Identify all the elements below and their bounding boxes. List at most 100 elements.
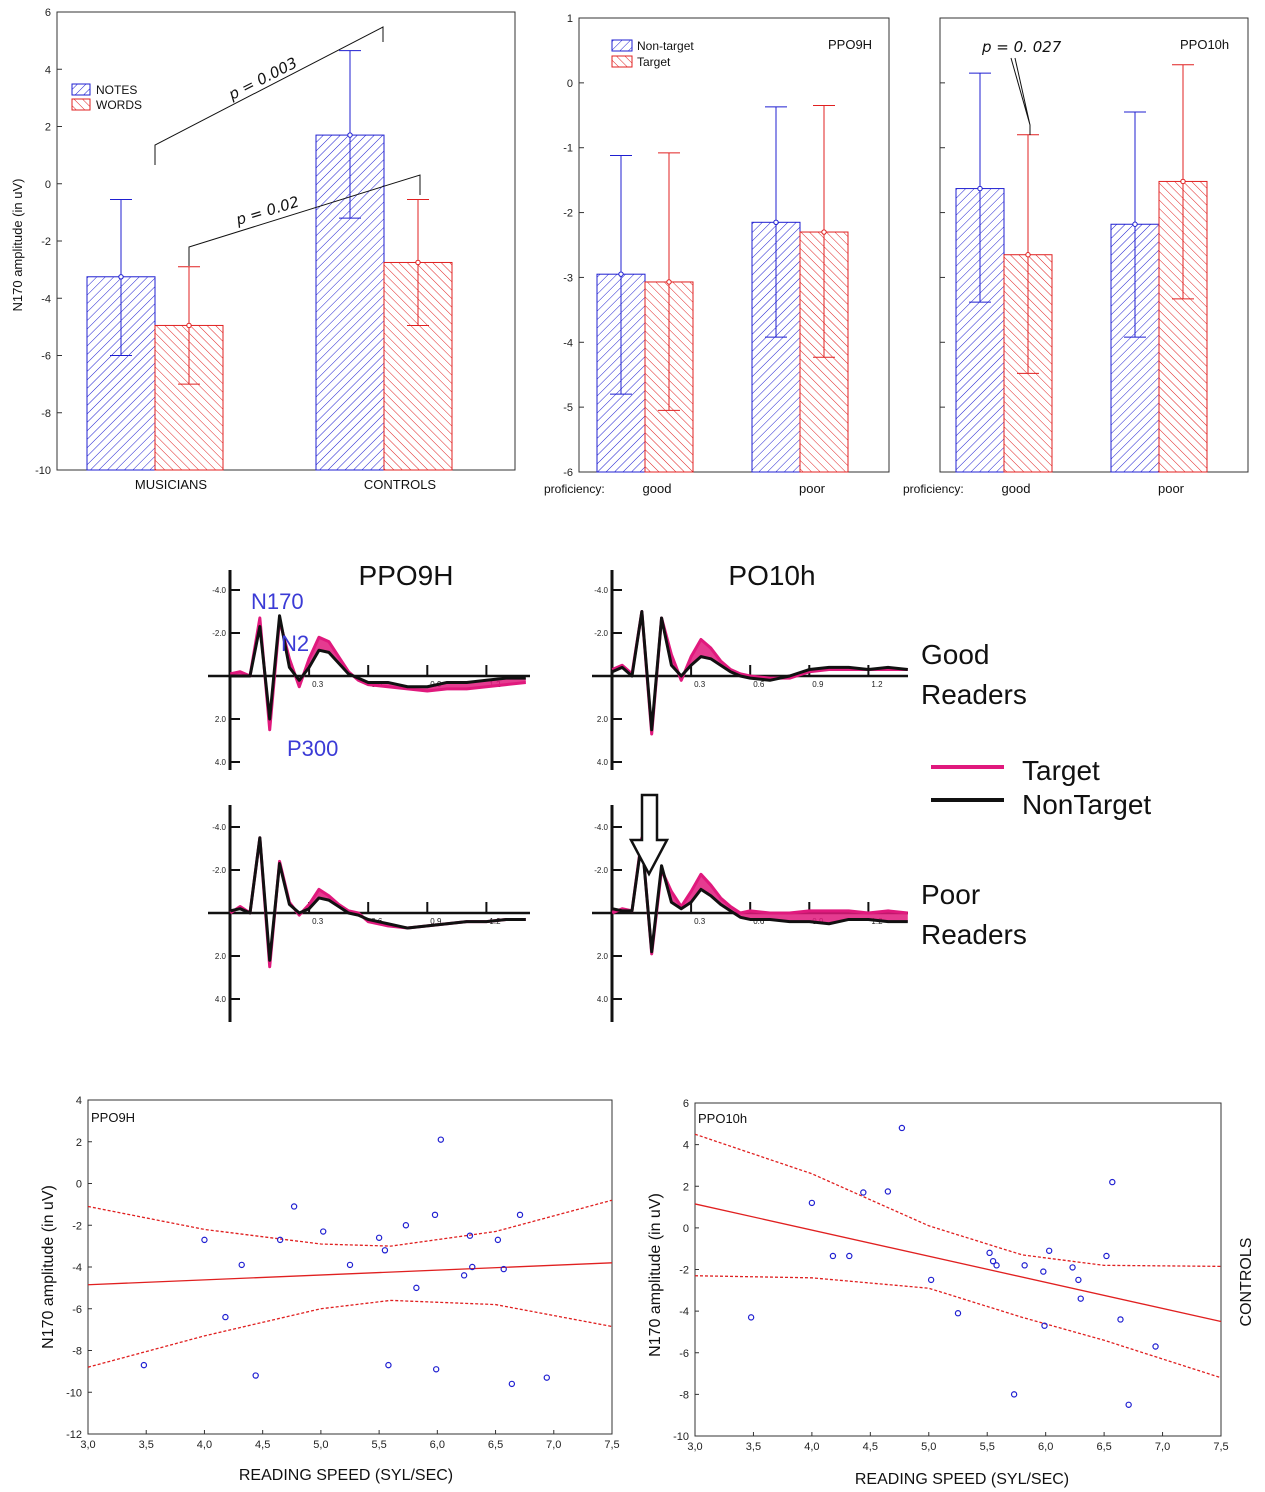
chart-b-panel-label: PPO9H	[828, 37, 872, 52]
mean-marker	[1180, 178, 1186, 185]
erp-nontarget-line	[611, 610, 908, 732]
y-tick-label: -12	[66, 1429, 82, 1441]
x-tick-label: 3,5	[139, 1439, 154, 1451]
erp-y-tick-label: 2.0	[597, 715, 609, 724]
y-tick-label: -2	[41, 236, 51, 248]
erp-y-tick-label: 4.0	[215, 758, 227, 767]
annotation-p002: p = 0.02	[233, 193, 301, 230]
mean-marker	[118, 274, 124, 280]
legend-label-words: WORDS	[96, 98, 142, 112]
y-tick-label: -8	[72, 1346, 82, 1358]
x-tick-label: 7,5	[1213, 1441, 1228, 1453]
data-point	[1021, 1262, 1028, 1269]
data-point	[437, 1136, 445, 1143]
data-point	[1152, 1343, 1159, 1350]
erp-y-tick-label: -4.0	[212, 586, 226, 595]
erp-x-tick-label: 0.3	[694, 917, 706, 926]
y-tick-label: 6	[45, 7, 51, 19]
y-tick-label: -2	[679, 1265, 689, 1277]
data-point	[466, 1232, 474, 1239]
legend-swatch-target	[611, 55, 633, 68]
y-tick-label: 1	[567, 13, 573, 25]
data-point	[469, 1263, 476, 1271]
y-tick-label: -5	[563, 402, 573, 414]
erp-column-title-po10h: PO10h	[728, 560, 815, 591]
mean-marker	[347, 132, 353, 138]
scatter-ppo10h-side-label: CONTROLS	[1238, 1238, 1255, 1327]
erp-y-tick-label: 2.0	[597, 952, 609, 961]
erp-nontarget-line	[229, 836, 526, 962]
data-point	[1103, 1252, 1110, 1260]
data-point	[346, 1261, 354, 1269]
legend-label-nontarget: Non-target	[637, 39, 694, 53]
x-tick-label: 6,5	[1096, 1441, 1111, 1453]
data-point	[986, 1249, 993, 1257]
scatter-ppo9h-plot	[87, 1136, 613, 1388]
data-point	[860, 1189, 867, 1196]
data-point	[808, 1199, 816, 1207]
mean-marker	[666, 279, 672, 285]
legend-swatch-notes	[71, 83, 91, 96]
mean-marker	[821, 229, 827, 235]
confidence-band-lower	[87, 1299, 613, 1368]
chart-a-y-axis-label: N170 amplitude (in uV)	[10, 179, 25, 312]
x-tick-label: 3,0	[687, 1441, 702, 1453]
y-tick-label: -10	[673, 1431, 689, 1443]
y-tick-label: 2	[45, 122, 51, 134]
data-point	[747, 1314, 755, 1321]
chart-c-y-ticks	[940, 17, 945, 473]
erp-y-tick-label: -2.0	[594, 866, 608, 875]
chart-c-category-poor: poor	[1158, 481, 1185, 496]
regression-line	[694, 1203, 1222, 1323]
row-label-poor-2: Readers	[921, 919, 1027, 950]
erp-panel-2: -4.0-2.02.04.00.30.60.91.2	[208, 805, 530, 1022]
chart-a-y-ticks: 6 4 2 0 -2 -4 -6 -8 -10	[35, 7, 62, 477]
chart-c-bars	[955, 64, 1208, 473]
erp-y-tick-label: -4.0	[594, 823, 608, 832]
y-tick-label: -2	[72, 1220, 82, 1232]
data-point	[276, 1236, 284, 1244]
chart-a-category-musicians: MUSICIANS	[135, 477, 208, 492]
y-tick-label: 0	[76, 1179, 82, 1191]
scatter-ppo10h-frame	[694, 1102, 1222, 1437]
data-point	[1075, 1276, 1082, 1284]
mean-marker	[1132, 221, 1138, 227]
mean-marker	[977, 185, 983, 192]
x-tick-label: 4,0	[804, 1441, 819, 1453]
regression-line	[87, 1262, 613, 1286]
erp-x-tick-label: 0.3	[312, 680, 324, 689]
erp-nontarget-line	[611, 838, 908, 954]
data-point	[884, 1188, 892, 1195]
y-tick-label: -4	[563, 337, 573, 349]
scatter-ppo10h-y-label: N170 amplitude (in uV)	[647, 1193, 664, 1357]
chart-c-category-good: good	[1002, 481, 1031, 496]
y-tick-label: -2	[563, 208, 573, 220]
row-label-poor-1: Poor	[921, 879, 980, 910]
scatter-ppo10h-x-label: READING SPEED (SYL/SEC)	[855, 1471, 1069, 1488]
data-point	[927, 1276, 935, 1284]
y-tick-label: 0	[683, 1223, 689, 1235]
scatter-ppo10h: 3,0 3,5 4,0 4,5 5,0 5,5 6,0 6,5 7,0 7,5 6 4 2 0 -2 -4 -6…	[647, 1098, 1255, 1488]
erp-y-tick-label: -2.0	[212, 629, 226, 638]
data-point	[432, 1366, 440, 1373]
y-tick-label: 0	[567, 78, 573, 90]
data-point	[381, 1247, 389, 1254]
y-tick-label: 0	[45, 179, 51, 191]
chart-c-ppo10h-proficiency: PPO10h p = 0. 027 proficiency: good poor	[903, 17, 1249, 496]
data-point	[290, 1203, 298, 1210]
erp-x-tick-label: 0.6	[753, 917, 765, 926]
scatter-ppo10h-panel-label: PPO10h	[698, 1111, 747, 1126]
erp-y-tick-label: 4.0	[597, 758, 609, 767]
erp-y-tick-label: 2.0	[215, 952, 227, 961]
chart-b-axis-prefix: proficiency:	[544, 482, 605, 496]
data-point	[954, 1310, 962, 1317]
component-label-n2: N2	[281, 631, 309, 656]
data-point	[993, 1262, 1000, 1269]
y-tick-label: 4	[683, 1140, 689, 1152]
component-label-n170: N170	[251, 589, 304, 614]
data-point	[846, 1252, 853, 1260]
erp-y-tick-label: -2.0	[594, 629, 608, 638]
scatter-ppo9h: 3,0 3,5 4,0 4,5 5,0 5,5 6,0 6,5 7,0 7,5 4 2 0 -2 -4 -6 -…	[40, 1095, 620, 1484]
data-point	[460, 1272, 468, 1279]
data-point	[385, 1361, 392, 1369]
